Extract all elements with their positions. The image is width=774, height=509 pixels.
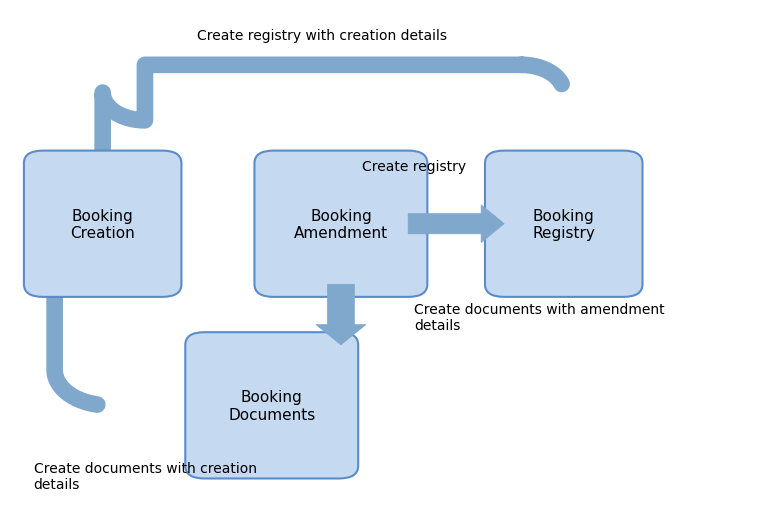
Polygon shape xyxy=(408,206,504,243)
Text: Create registry: Create registry xyxy=(361,159,466,174)
Text: Booking
Creation: Booking Creation xyxy=(70,208,135,240)
Text: Booking
Documents: Booking Documents xyxy=(228,389,315,421)
FancyBboxPatch shape xyxy=(485,151,642,297)
FancyBboxPatch shape xyxy=(24,151,181,297)
FancyBboxPatch shape xyxy=(255,151,427,297)
Text: Booking
Amendment: Booking Amendment xyxy=(294,208,388,240)
FancyBboxPatch shape xyxy=(185,332,358,478)
Polygon shape xyxy=(316,285,366,345)
Text: Create documents with creation
details: Create documents with creation details xyxy=(33,461,256,491)
Text: Create documents with amendment
details: Create documents with amendment details xyxy=(414,302,665,332)
Text: Create registry with creation details: Create registry with creation details xyxy=(197,29,447,42)
Text: Booking
Registry: Booking Registry xyxy=(533,208,595,240)
